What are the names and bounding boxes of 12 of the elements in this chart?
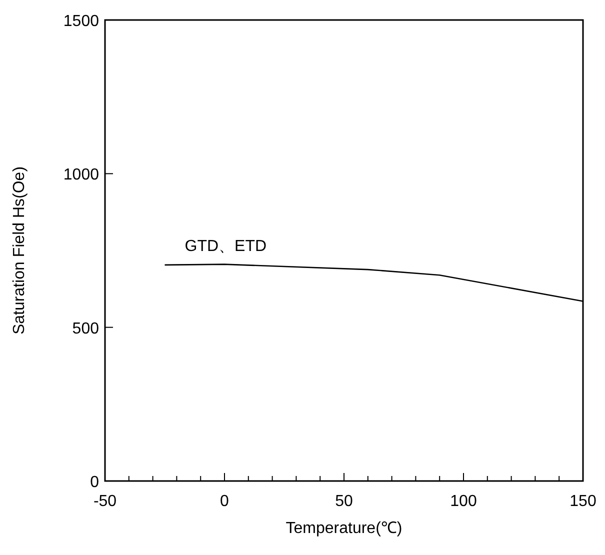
x-tick-label: 100 xyxy=(450,493,477,510)
y-tick-label: 1000 xyxy=(63,166,100,184)
y-axis-title: Saturation Field Hs(Oe) xyxy=(11,166,28,335)
y-tick-label: 1500 xyxy=(63,13,100,30)
x-tick-label: 150 xyxy=(570,493,596,510)
y-tick-label: 0 xyxy=(90,474,100,491)
y-tick-label: 500 xyxy=(72,320,100,338)
x-tick-label: 50 xyxy=(335,493,353,510)
x-tick-label: -50 xyxy=(93,493,117,510)
series-label: GTD、ETD xyxy=(184,238,267,255)
x-axis-title: Temperature(℃) xyxy=(286,520,402,537)
x-tick-label: 0 xyxy=(220,493,230,510)
